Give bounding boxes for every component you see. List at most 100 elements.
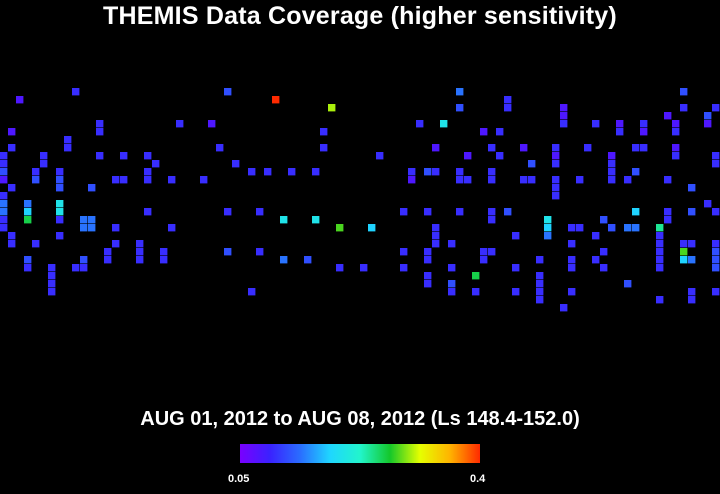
coverage-cell: [432, 224, 440, 232]
coverage-cell: [104, 248, 112, 256]
coverage-cell: [560, 304, 568, 312]
coverage-cell: [80, 224, 88, 232]
coverage-cell: [32, 168, 40, 176]
coverage-cell: [624, 280, 632, 288]
coverage-cell: [0, 200, 8, 208]
coverage-cell: [704, 200, 712, 208]
coverage-cell: [560, 104, 568, 112]
coverage-cell: [448, 240, 456, 248]
coverage-cell: [232, 160, 240, 168]
coverage-cell: [688, 208, 696, 216]
coverage-cell: [568, 240, 576, 248]
coverage-cell: [712, 152, 720, 160]
coverage-cell: [656, 248, 664, 256]
coverage-cell: [64, 136, 72, 144]
coverage-cell: [704, 120, 712, 128]
coverage-cell: [488, 216, 496, 224]
coverage-cell: [664, 112, 672, 120]
coverage-cell: [544, 232, 552, 240]
coverage-cell: [688, 240, 696, 248]
coverage-cell: [568, 264, 576, 272]
coverage-cell: [664, 208, 672, 216]
coverage-cell: [560, 112, 568, 120]
colorbar-min-label: 0.05: [228, 473, 250, 485]
coverage-cell: [592, 232, 600, 240]
coverage-cell: [32, 176, 40, 184]
coverage-cell: [608, 224, 616, 232]
coverage-cell: [456, 168, 464, 176]
coverage-cell: [632, 224, 640, 232]
coverage-cell: [248, 288, 256, 296]
coverage-cell: [200, 176, 208, 184]
coverage-cell: [24, 256, 32, 264]
coverage-cell: [400, 248, 408, 256]
coverage-cell: [152, 160, 160, 168]
coverage-cell: [456, 208, 464, 216]
coverage-cell: [8, 184, 16, 192]
coverage-cell: [224, 208, 232, 216]
colorbar-gradient: [240, 444, 480, 463]
coverage-cell: [0, 152, 8, 160]
coverage-cell: [520, 176, 528, 184]
coverage-cell: [512, 232, 520, 240]
coverage-cell: [0, 224, 8, 232]
coverage-cell: [408, 176, 416, 184]
coverage-cell: [56, 184, 64, 192]
coverage-cell: [32, 240, 40, 248]
coverage-cell: [536, 288, 544, 296]
coverage-cell: [112, 224, 120, 232]
coverage-cell: [24, 208, 32, 216]
coverage-cell: [400, 264, 408, 272]
coverage-cell: [664, 176, 672, 184]
coverage-cell: [248, 168, 256, 176]
coverage-cell: [608, 168, 616, 176]
coverage-cell: [656, 232, 664, 240]
coverage-cell: [712, 264, 720, 272]
coverage-cell: [632, 208, 640, 216]
coverage-cell: [640, 128, 648, 136]
coverage-cell: [256, 248, 264, 256]
coverage-cell: [568, 224, 576, 232]
coverage-cell: [552, 184, 560, 192]
coverage-cell: [552, 152, 560, 160]
coverage-cell: [712, 208, 720, 216]
coverage-cell: [488, 208, 496, 216]
coverage-cell: [688, 288, 696, 296]
coverage-cell: [608, 152, 616, 160]
coverage-cell: [656, 256, 664, 264]
coverage-cell: [160, 248, 168, 256]
coverage-cell: [616, 120, 624, 128]
coverage-cell: [488, 176, 496, 184]
coverage-cell: [520, 144, 528, 152]
coverage-cell: [584, 144, 592, 152]
coverage-cell: [552, 192, 560, 200]
coverage-cell: [576, 176, 584, 184]
coverage-cell: [432, 144, 440, 152]
coverage-cell: [448, 280, 456, 288]
coverage-cell: [368, 224, 376, 232]
coverage-cell: [56, 232, 64, 240]
coverage-cell: [136, 256, 144, 264]
coverage-cell: [88, 224, 96, 232]
coverage-cell: [640, 144, 648, 152]
coverage-cell: [680, 240, 688, 248]
coverage-cell: [216, 144, 224, 152]
coverage-cell: [672, 128, 680, 136]
coverage-cell: [104, 256, 112, 264]
colorbar: [240, 444, 480, 463]
coverage-cell: [120, 152, 128, 160]
coverage-cell: [680, 248, 688, 256]
coverage-cell: [48, 280, 56, 288]
coverage-cell: [48, 288, 56, 296]
coverage-cell: [224, 248, 232, 256]
coverage-cell: [312, 216, 320, 224]
coverage-cell: [160, 256, 168, 264]
coverage-cell: [136, 248, 144, 256]
coverage-cell: [8, 232, 16, 240]
coverage-cell: [536, 280, 544, 288]
coverage-cell: [80, 216, 88, 224]
coverage-cell: [504, 208, 512, 216]
coverage-cell: [448, 264, 456, 272]
coverage-cell: [600, 216, 608, 224]
coverage-cell: [0, 208, 8, 216]
